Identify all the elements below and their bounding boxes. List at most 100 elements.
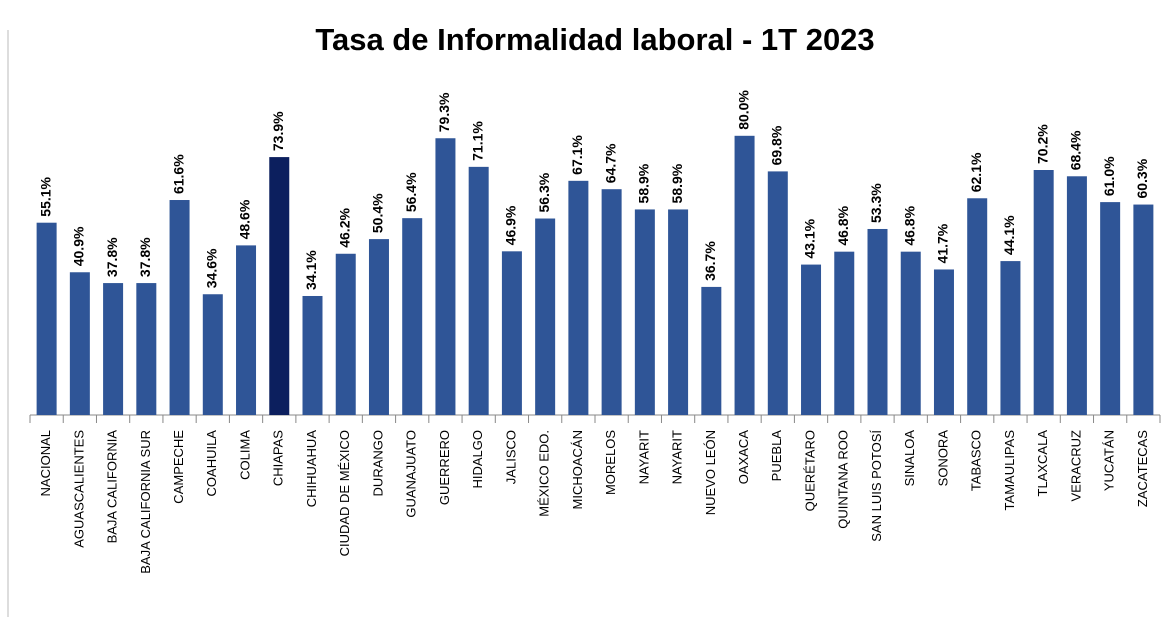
x-tick-label: BAJA CALIFORNIA <box>105 430 120 544</box>
value-label: 48.6% <box>237 199 253 239</box>
x-tick-label: CAMPECHE <box>171 430 186 504</box>
bar <box>402 218 423 415</box>
value-label: 61.6% <box>170 154 186 194</box>
x-tick-label: COLIMA <box>237 430 252 480</box>
bar <box>236 245 257 415</box>
bar <box>801 264 822 415</box>
x-tick-label: ZACATECAS <box>1135 430 1150 507</box>
x-tick-label: MORELOS <box>603 430 618 495</box>
value-label: 71.1% <box>469 121 485 161</box>
x-tick-label: TAMAULIPAS <box>1002 430 1017 511</box>
bar <box>535 218 556 415</box>
x-tick-label: CHIHUAHUA <box>304 430 319 508</box>
value-label: 68.4% <box>1068 130 1084 170</box>
value-label: 37.8% <box>104 237 120 277</box>
bar <box>435 138 456 416</box>
value-label: 62.1% <box>968 152 984 192</box>
x-tick-label: QUINTANA ROO <box>836 430 851 529</box>
bar <box>967 198 988 415</box>
value-label: 73.9% <box>270 111 286 151</box>
bar <box>933 269 954 415</box>
x-tick-label: NAYARIT <box>636 430 651 484</box>
value-label: 37.8% <box>137 237 153 277</box>
value-label: 43.1% <box>802 218 818 258</box>
value-label: 80.0% <box>735 90 751 130</box>
bar <box>335 253 356 415</box>
x-tick-label: SINALOA <box>902 430 917 487</box>
value-label: 58.9% <box>636 163 652 203</box>
bar <box>701 286 722 415</box>
bar <box>501 251 522 415</box>
value-label: 46.8% <box>835 205 851 245</box>
x-tick-label: OAXACA <box>736 430 751 485</box>
x-tick-label: NUEVO LEÓN <box>703 430 718 515</box>
x-tick-label: COAHUILA <box>204 430 219 497</box>
bar <box>568 180 589 415</box>
value-label: 79.3% <box>436 92 452 132</box>
x-tick-label: CHIAPAS <box>271 430 286 486</box>
x-tick-label: CIUDAD DE MÉXICO <box>337 430 352 556</box>
bar <box>269 157 290 416</box>
x-tick-label: TLAXCALA <box>1035 430 1050 497</box>
x-tick-label: SAN LUIS POTOSÍ <box>869 430 884 542</box>
value-label: 50.4% <box>370 193 386 233</box>
bar <box>169 200 190 415</box>
value-label: 34.1% <box>303 250 319 290</box>
value-label: 58.9% <box>669 163 685 203</box>
x-tick-label: NACIONAL <box>38 430 53 496</box>
value-label: 56.4% <box>403 172 419 212</box>
x-tick-label: BAJA CALIFORNIA SUR <box>138 430 153 574</box>
bar <box>734 135 755 416</box>
bar <box>1066 176 1087 415</box>
x-tick-label: AGUASCALIENTES <box>71 430 86 548</box>
x-tick-label: MICHOACÁN <box>570 430 585 509</box>
x-tick-label: TABASCO <box>969 430 984 491</box>
x-tick-label: JALISCO <box>503 430 518 484</box>
x-tick-label: MÉXICO EDO. <box>537 430 552 517</box>
x-tick-label: QUERÉTARO <box>802 430 817 511</box>
x-tick-label: HIDALGO <box>470 430 485 489</box>
x-tick-label: YUCATÁN <box>1102 430 1117 491</box>
bar <box>1100 202 1121 415</box>
value-label: 40.9% <box>71 226 87 266</box>
value-label: 69.8% <box>768 125 784 165</box>
bar <box>634 209 655 415</box>
bar <box>103 283 124 415</box>
x-tick-label: PUEBLA <box>769 430 784 482</box>
bar <box>1000 261 1021 415</box>
bar <box>834 251 855 415</box>
bar <box>900 251 921 415</box>
bar <box>202 294 223 415</box>
value-label: 41.7% <box>935 223 951 263</box>
x-tick-label: GUANAJUATO <box>404 430 419 518</box>
bar <box>136 283 157 415</box>
value-label: 64.7% <box>602 143 618 183</box>
bar <box>1033 170 1054 415</box>
chart-title: Tasa de Informalidad laboral - 1T 2023 <box>315 22 874 57</box>
x-tick-label: NAYARIT <box>670 430 685 484</box>
x-tick-label: SONORA <box>935 430 950 487</box>
value-label: 61.0% <box>1101 156 1117 196</box>
bar <box>368 239 389 415</box>
value-label: 46.9% <box>503 205 519 245</box>
bar <box>1133 204 1154 415</box>
value-label: 60.3% <box>1134 158 1150 198</box>
value-label: 70.2% <box>1034 124 1050 164</box>
value-label: 56.3% <box>536 172 552 212</box>
bar <box>302 295 323 415</box>
bar <box>468 166 489 415</box>
bar <box>36 222 57 415</box>
value-label: 67.1% <box>569 135 585 175</box>
bar <box>767 171 788 415</box>
value-label: 46.2% <box>336 208 352 248</box>
value-label: 36.7% <box>702 241 718 281</box>
value-label: 53.3% <box>868 183 884 223</box>
value-label: 34.6% <box>203 248 219 288</box>
value-label: 46.8% <box>901 205 917 245</box>
value-label: 44.1% <box>1001 215 1017 255</box>
x-tick-label: VERACRUZ <box>1068 430 1083 502</box>
bar <box>668 209 689 415</box>
value-label: 55.1% <box>37 176 53 216</box>
bar <box>69 272 90 415</box>
